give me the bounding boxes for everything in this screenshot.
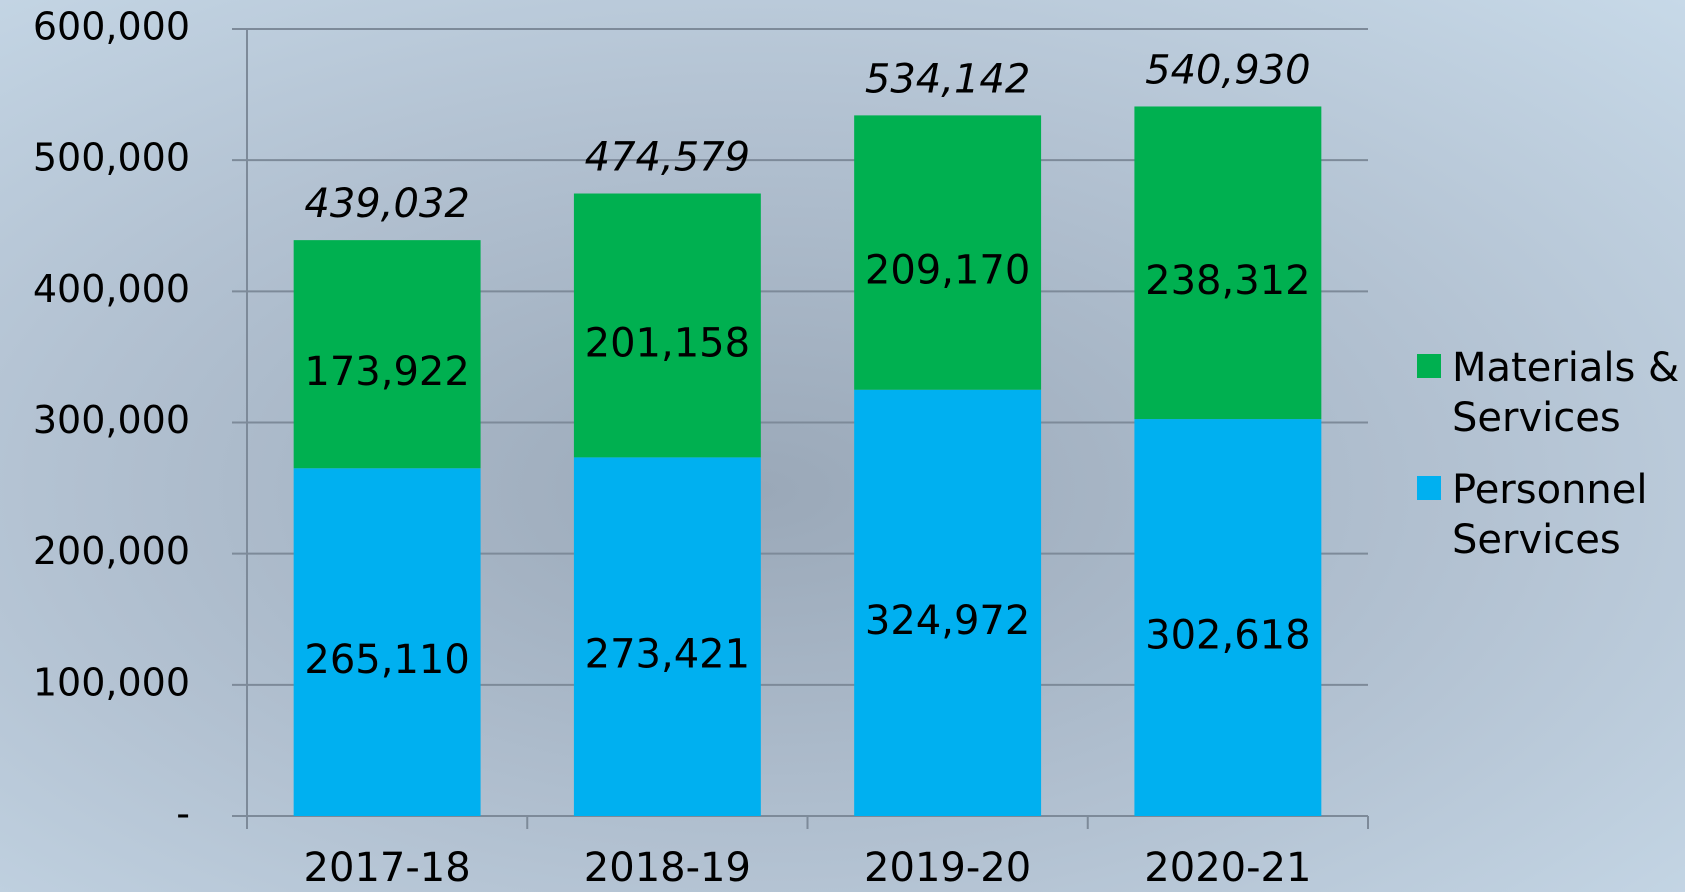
y-tick-label: 200,000	[33, 529, 190, 573]
data-label: 201,158	[585, 320, 750, 366]
data-label: 209,170	[865, 248, 1030, 294]
bar-segment	[854, 389, 1042, 816]
legend-swatch	[1417, 476, 1441, 500]
data-label: 302,618	[1145, 613, 1310, 659]
y-tick-label: 100,000	[33, 660, 190, 704]
x-tick-label: 2019-20	[864, 845, 1031, 891]
legend-label: Materials & Services	[1452, 345, 1680, 441]
y-tick-label: 400,000	[33, 267, 190, 311]
legend-label: Personnel Services	[1452, 467, 1648, 563]
total-label: 474,579	[585, 135, 750, 181]
bar-segment	[854, 115, 1042, 390]
data-label: 265,110	[304, 637, 469, 683]
data-label: 173,922	[304, 349, 469, 395]
bar-segment	[573, 193, 761, 458]
data-label: 238,312	[1145, 258, 1310, 304]
data-label: 273,421	[585, 632, 750, 678]
bar-segment	[293, 240, 481, 469]
bar-segment	[573, 457, 761, 816]
data-label: 324,972	[865, 598, 1030, 644]
y-tick-label: 600,000	[33, 5, 190, 49]
bar-segment	[1134, 106, 1322, 420]
y-tick-label: -	[176, 792, 190, 836]
y-tick-label: 300,000	[33, 398, 190, 442]
total-label: 439,032	[304, 181, 469, 227]
x-tick-label: 2017-18	[304, 845, 471, 891]
legend-swatch	[1417, 354, 1441, 378]
total-label: 534,142	[865, 56, 1030, 102]
bar-segment	[293, 468, 481, 816]
y-tick-label: 500,000	[33, 136, 190, 180]
bar-segment	[1134, 419, 1322, 816]
x-tick-label: 2018-19	[584, 845, 751, 891]
total-label: 540,930	[1145, 47, 1310, 93]
x-tick-label: 2020-21	[1144, 845, 1311, 891]
